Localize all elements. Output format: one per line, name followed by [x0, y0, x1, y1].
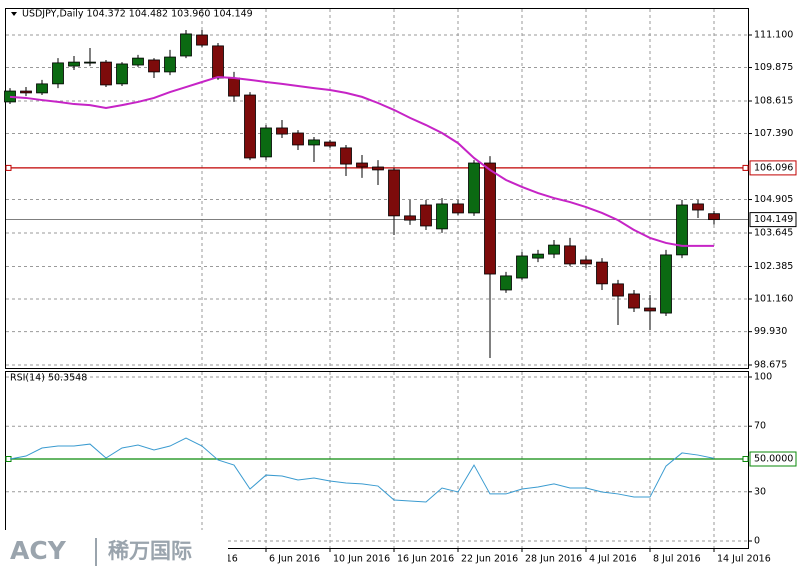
watermark-name: 稀万国际 [108, 539, 192, 563]
candle-body [580, 259, 592, 265]
candle-body [356, 162, 368, 168]
candle-body [628, 293, 640, 309]
moving-average [9, 75, 714, 247]
watermark-brand: ACY [10, 536, 67, 565]
candle-body [212, 45, 224, 79]
current-price-label: 104.149 [754, 214, 793, 225]
candle-body [548, 244, 560, 255]
level-end [742, 164, 749, 171]
candle-body [692, 203, 704, 211]
x-tick-label: 4 Jul 2016 [589, 554, 637, 565]
candle-body [20, 90, 32, 94]
candle-body [324, 141, 336, 147]
candle-body [516, 255, 528, 279]
menu-arrow [11, 12, 17, 16]
candle-body [276, 127, 288, 135]
candle-body [100, 61, 112, 86]
candle-body [68, 61, 80, 67]
candle-body [116, 63, 128, 85]
candle-body [180, 33, 192, 57]
rsi-line [9, 437, 715, 503]
y-tick-label: 100 [754, 372, 772, 383]
candle-body [404, 215, 416, 221]
candle-body [644, 307, 656, 312]
x-tick-label: 14 Jul 2016 [717, 554, 771, 565]
chart-title: USDJPY,Daily 104.372 104.482 103.960 104… [22, 9, 253, 20]
candle-body [676, 204, 688, 256]
candle-body [708, 213, 720, 221]
y-tick-label: 111.100 [754, 30, 793, 41]
x-tick-label: 16 Jun 2016 [397, 554, 454, 565]
current-price-box [749, 212, 797, 228]
x-tick-label: 6 Jun 2016 [269, 554, 320, 565]
candle-body [596, 261, 608, 285]
x-tick-label: 28 Jun 2016 [525, 554, 582, 565]
candle-body [532, 253, 544, 259]
candle-body [388, 169, 400, 217]
level-label: 50.0000 [754, 454, 793, 465]
candle-body [484, 162, 496, 275]
candle-body [84, 61, 96, 64]
x-tick-label: 22 Jun 2016 [461, 554, 518, 565]
level-label: 106.096 [754, 162, 793, 173]
level-start [5, 164, 12, 171]
candle-body [452, 203, 464, 214]
y-tick-label: 30 [754, 486, 766, 497]
rsi-title: RSI(14) 50.3548 [10, 373, 87, 384]
candle-body [228, 77, 240, 97]
candle-body [132, 57, 144, 66]
y-tick-label: 101.160 [754, 294, 793, 305]
y-tick-label: 70 [754, 421, 766, 432]
x-tick-label: 10 Jun 2016 [333, 554, 390, 565]
candle-body [36, 83, 48, 94]
candle-body [420, 204, 432, 227]
y-tick-label: 104.905 [754, 194, 793, 205]
level-label-box [749, 451, 797, 467]
candle-body [52, 62, 64, 85]
watermark-box [0, 530, 228, 574]
y-tick-label: 108.615 [754, 96, 793, 107]
y-tick-label: 103.645 [754, 228, 793, 239]
candle-body [468, 162, 480, 214]
candle-body [564, 245, 576, 265]
candle-body [196, 34, 208, 46]
y-tick-label: 99.930 [754, 326, 787, 337]
y-tick-label: 102.385 [754, 261, 793, 272]
plot: 98.675 99.930 101.160 102.385 103.645 104.905… [4, 9, 797, 565]
candle-body [340, 147, 352, 165]
y-tick-label: 107.390 [754, 128, 793, 139]
candle-body [148, 59, 160, 73]
level-label-box [749, 160, 797, 176]
price-panel [5, 8, 749, 369]
candle-body [244, 94, 256, 159]
candle-body [260, 127, 272, 158]
candle-body [660, 254, 672, 314]
y-tick-label: 109.875 [754, 62, 793, 73]
candle-body [372, 166, 384, 171]
candle-body [308, 139, 320, 146]
candle-body [436, 203, 448, 230]
y-tick-label: 0 [754, 536, 760, 547]
candle-body [612, 283, 624, 297]
candle-body [292, 132, 304, 146]
candle-body [500, 275, 512, 291]
y-tick-label: 98.675 [754, 360, 787, 371]
candle-body [164, 56, 176, 73]
x-tick-label: 8 Jul 2016 [653, 554, 701, 565]
level-end [742, 456, 749, 462]
